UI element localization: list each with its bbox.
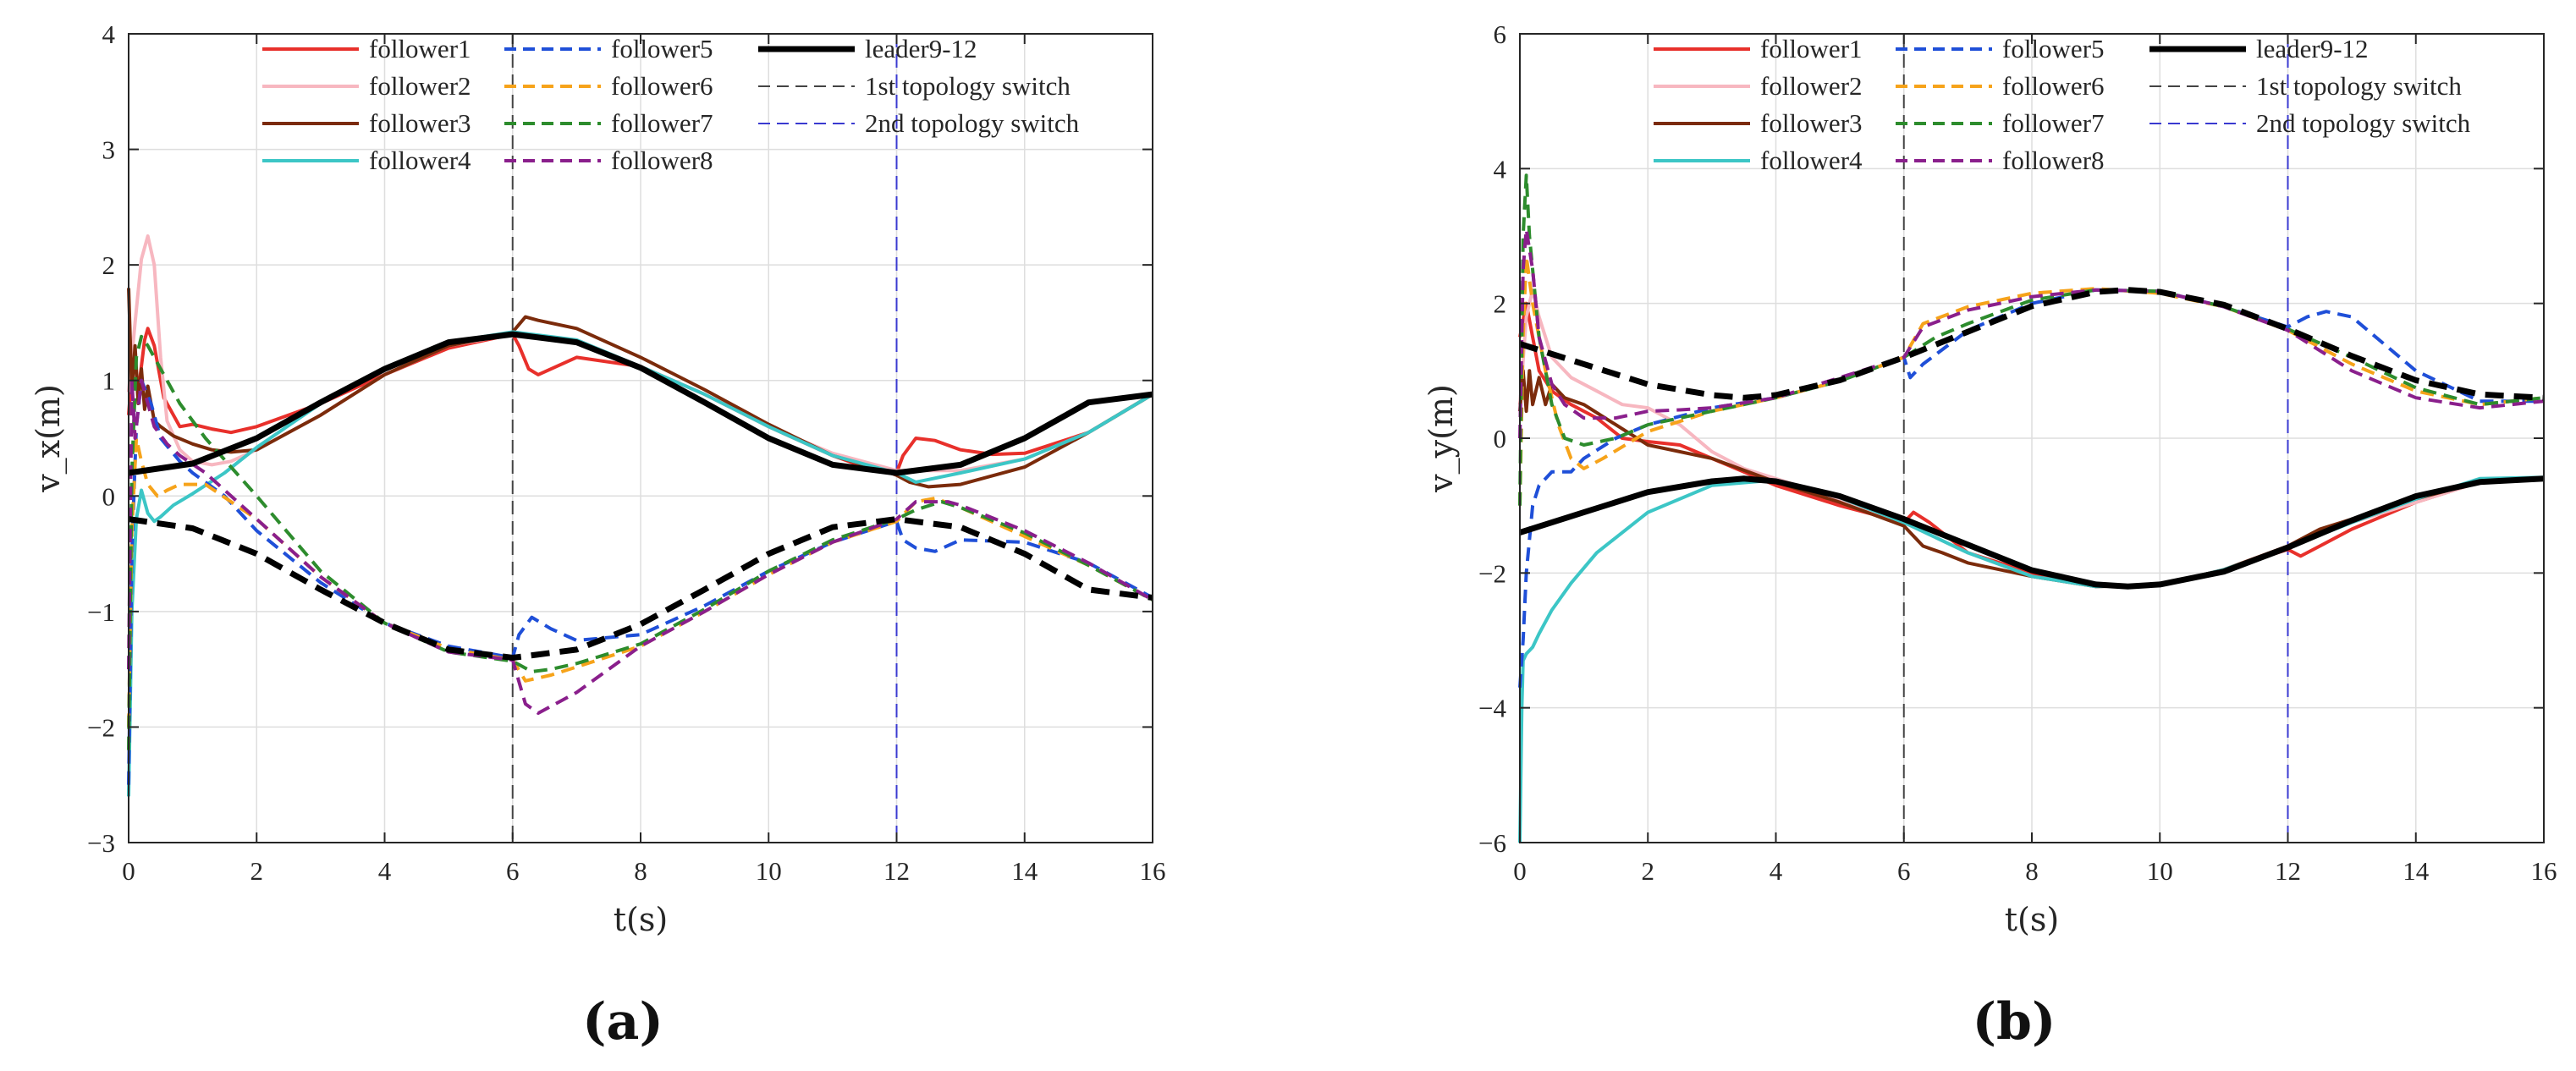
series-line-follower7 xyxy=(127,334,1153,750)
y-tick-label: −1 xyxy=(87,597,115,627)
x-tick-label: 16 xyxy=(1140,856,1166,886)
chart-panel-b: 0 2 4 6 8 10 12 14 16 −6 −4 −2 0 2 4 6 t(s) v_y(m) followe… xyxy=(1423,19,2557,938)
legend-label-1st-topology-switch: 1st topology switch xyxy=(865,71,1071,101)
legend-label-2nd-topology-switch: 2nd topology switch xyxy=(865,108,1080,138)
series-line-leader9-12 xyxy=(128,331,1153,476)
x-tick-label: 2 xyxy=(250,856,264,886)
legend-label-follower5: follower5 xyxy=(2002,34,2105,63)
series-line-leader9-12-lower xyxy=(128,516,1153,661)
y-tick-label: −2 xyxy=(1478,558,1506,588)
legend-label-follower4: follower4 xyxy=(369,146,471,175)
y-tick-label: 4 xyxy=(102,19,116,49)
x-tick-label: 8 xyxy=(2025,856,2039,886)
x-tick-label: 12 xyxy=(2275,856,2301,886)
series-line-leader9-12-upper xyxy=(1518,287,2545,401)
y-tick-label: 6 xyxy=(1494,19,1507,49)
x-tick-label: 12 xyxy=(883,856,910,886)
series-line-leader9-12 xyxy=(1518,475,2545,590)
y-tick-label: 2 xyxy=(1494,289,1507,319)
legend-label-follower2: follower2 xyxy=(1760,71,1863,101)
x-tick-label: 16 xyxy=(2531,856,2557,886)
legend-label-follower8: follower8 xyxy=(611,146,713,175)
legend-label-follower5: follower5 xyxy=(611,34,713,63)
legend-label-follower8: follower8 xyxy=(2002,146,2105,175)
panel-label-b: (b) xyxy=(1973,992,2056,1052)
y-tick-label: −6 xyxy=(1478,828,1506,858)
x-tick-label: 2 xyxy=(1642,856,1655,886)
legend-label-follower3: follower3 xyxy=(1760,108,1863,138)
x-tick-label: 14 xyxy=(1011,856,1038,886)
legend-label-follower6: follower6 xyxy=(2002,71,2105,101)
legend-label-leader9-12: leader9-12 xyxy=(2256,34,2369,63)
legend-label-follower4: follower4 xyxy=(1760,146,1863,175)
y-tick-label: 0 xyxy=(1494,424,1507,453)
y-tick-label: 0 xyxy=(102,481,116,511)
x-tick-label: 4 xyxy=(378,856,392,886)
legend-label-follower3: follower3 xyxy=(369,108,471,138)
y-axis-label: v_x(m) xyxy=(30,384,68,493)
y-tick-label: −3 xyxy=(87,828,115,858)
legend-label-leader9-12: leader9-12 xyxy=(865,34,977,63)
series-line-follower6 xyxy=(127,437,1153,728)
legend-label-follower1: follower1 xyxy=(1760,34,1863,63)
series-line-follower1 xyxy=(127,327,1154,475)
y-axis-label: v_y(m) xyxy=(1423,384,1461,493)
x-tick-label: 0 xyxy=(122,856,135,886)
x-tick-label: 10 xyxy=(756,856,782,886)
legend-label-follower2: follower2 xyxy=(369,71,471,101)
x-axis-label: t(s) xyxy=(614,901,668,938)
x-tick-label: 6 xyxy=(506,856,520,886)
legend-label-2nd-topology-switch: 2nd topology switch xyxy=(2256,108,2471,138)
legend-label-follower1: follower1 xyxy=(369,34,471,63)
x-tick-label: 4 xyxy=(1770,856,1783,886)
x-tick-label: 8 xyxy=(634,856,647,886)
legend-label-follower7: follower7 xyxy=(2002,108,2105,138)
legend-label-follower7: follower7 xyxy=(611,108,713,138)
series-line-follower8 xyxy=(127,378,1154,715)
y-tick-label: 2 xyxy=(102,250,116,280)
y-tick-label: −2 xyxy=(87,712,115,742)
x-axis-label: t(s) xyxy=(2005,901,2059,938)
chart-panel-a: 0 2 4 6 8 10 12 14 16−3−2−101234t(s)v_x(m)follow… xyxy=(30,19,1166,938)
series-line-follower5 xyxy=(1518,288,2544,688)
y-tick-label: −4 xyxy=(1478,694,1506,723)
x-tick-label: 14 xyxy=(2403,856,2430,886)
x-tick-label: 10 xyxy=(2147,856,2173,886)
panel-label-a: (a) xyxy=(582,992,663,1052)
legend-label-1st-topology-switch: 1st topology switch xyxy=(2256,71,2462,101)
x-tick-label: 6 xyxy=(1897,856,1911,886)
legend-label-follower6: follower6 xyxy=(611,71,713,101)
y-tick-label: 1 xyxy=(102,366,116,396)
x-tick-label: 0 xyxy=(1513,856,1527,886)
y-tick-label: 3 xyxy=(102,135,116,165)
y-tick-label: 4 xyxy=(1494,154,1507,184)
